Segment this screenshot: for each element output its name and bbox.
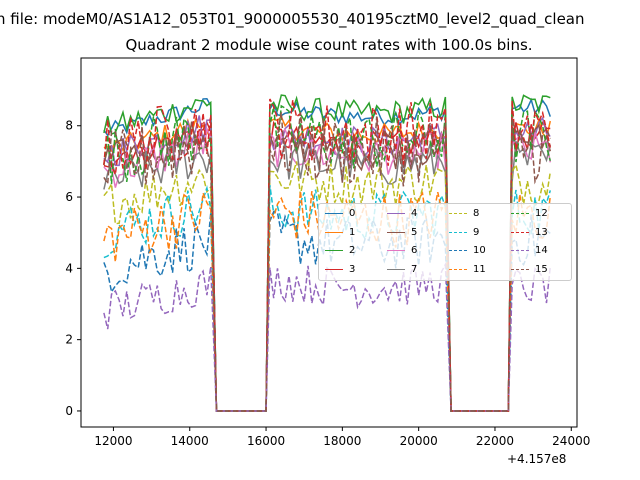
chart-title: Quadrant 2 module wise count rates with …: [125, 36, 533, 54]
x-tick-label: 14000: [171, 434, 209, 448]
y-tick-label: 2: [65, 333, 73, 347]
series-lines: [103, 94, 552, 412]
legend-label: 0: [349, 208, 356, 219]
legend-swatch: [511, 250, 529, 251]
legend-label: 13: [535, 226, 548, 238]
legend-label: 4: [411, 208, 418, 219]
legend-label: 7: [411, 263, 418, 275]
legend-label: 9: [473, 226, 480, 238]
legend-label: 1: [349, 226, 356, 238]
y-tick-label: 6: [65, 190, 73, 204]
legend-label: 11: [473, 263, 486, 275]
y-tick-label: 8: [65, 119, 73, 133]
legend-swatch: [511, 213, 529, 214]
x-tick-label: 22000: [476, 434, 514, 448]
legend-swatch: [325, 250, 343, 251]
y-tick-label: 0: [65, 404, 73, 418]
legend-swatch: [325, 231, 343, 233]
series-line-15: [103, 112, 551, 412]
series-line-12: [103, 104, 552, 412]
y-axis: 0 2 4 6 8: [65, 119, 81, 418]
figure-suptitle: n file: modeM0/AS1A12_053T01_9000005530_…: [0, 10, 585, 28]
x-offset-label: +4.157e8: [507, 452, 567, 466]
legend: 0 1 2 3 4 5 6 7 8 9 10 11 12 13 14 15: [318, 203, 572, 281]
legend-swatch: [511, 231, 529, 233]
x-tick-label: 20000: [400, 434, 438, 448]
legend-swatch: [449, 213, 467, 214]
legend-swatch: [449, 231, 467, 233]
legend-label: 15: [535, 263, 548, 275]
legend-label: 14: [535, 245, 548, 256]
legend-label: 12: [535, 208, 548, 219]
legend-label: 3: [349, 263, 356, 275]
y-tick-label: 4: [65, 261, 73, 275]
legend-label: 6: [411, 245, 418, 256]
legend-swatch: [387, 250, 405, 251]
legend-label: 10: [473, 245, 486, 256]
legend-swatch: [449, 250, 467, 251]
legend-swatch: [511, 268, 529, 270]
legend-label: 8: [473, 208, 480, 219]
x-axis: 12000 14000 16000 18000 20000 22000 24000: [94, 427, 590, 448]
x-tick-label: 18000: [323, 434, 361, 448]
legend-swatch: [387, 268, 405, 270]
legend-swatch: [387, 213, 405, 214]
series-line-13: [103, 98, 552, 412]
legend-swatch: [387, 231, 405, 233]
x-tick-label: 16000: [247, 434, 285, 448]
legend-label: 5: [411, 226, 418, 238]
legend-swatch: [325, 213, 343, 214]
legend-swatch: [449, 268, 467, 270]
x-tick-label: 24000: [552, 434, 590, 448]
axes-frame: [80, 57, 578, 428]
legend-label: 2: [349, 245, 356, 256]
x-tick-label: 12000: [94, 434, 132, 448]
legend-swatch: [325, 268, 343, 270]
